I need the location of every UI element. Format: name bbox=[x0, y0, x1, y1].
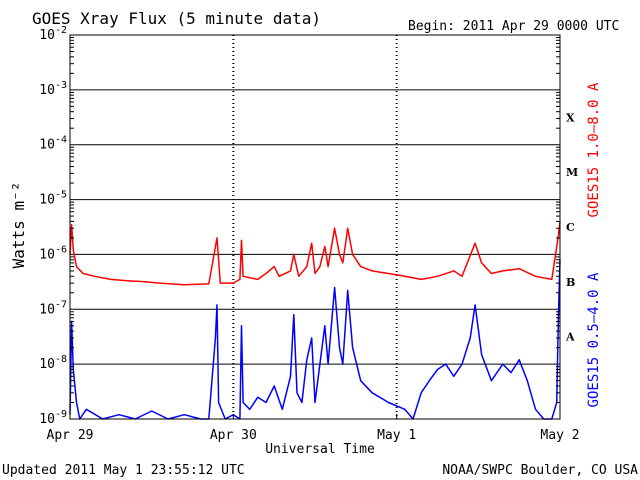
flare-class-label: A bbox=[565, 331, 575, 344]
y-tick-label: 10-7 bbox=[39, 299, 67, 317]
chart-title: GOES Xray Flux (5 minute data) bbox=[32, 9, 321, 28]
series-legend-label: GOES15 0.5–4.0 A bbox=[586, 272, 602, 407]
flare-class-label: X bbox=[566, 111, 575, 124]
y-tick-label: 10-5 bbox=[39, 190, 67, 208]
source-label: NOAA/SWPC Boulder, CO USA bbox=[442, 463, 638, 478]
flare-class-label: M bbox=[566, 166, 578, 179]
x-tick-label: Apr 29 bbox=[47, 428, 94, 443]
x-tick-label: May 2 bbox=[540, 428, 579, 443]
x-tick-label: May 1 bbox=[377, 428, 416, 443]
y-axis-title: Watts m⁻² bbox=[9, 182, 28, 269]
y-tick-label: 10-8 bbox=[39, 354, 67, 372]
y-tick-label: 10-6 bbox=[39, 244, 67, 262]
y-tick-label: 10-9 bbox=[39, 409, 67, 427]
updated-label: Updated 2011 May 1 23:55:12 UTC bbox=[2, 463, 245, 478]
x-tick-label: Apr 30 bbox=[210, 428, 257, 443]
series-long-wavelength bbox=[69, 221, 561, 286]
y-tick-label: 10-4 bbox=[39, 135, 67, 153]
y-tick-label: 10-3 bbox=[39, 80, 67, 98]
series-legend-label: GOES15 1.0–8.0 A bbox=[586, 82, 602, 217]
flare-class-label: C bbox=[566, 221, 575, 234]
plot-frame bbox=[69, 34, 561, 420]
begin-label: Begin: 2011 Apr 29 0000 UTC bbox=[408, 19, 619, 34]
x-axis-title: Universal Time bbox=[265, 442, 375, 457]
flare-class-label: B bbox=[566, 276, 575, 289]
series-short-wavelength bbox=[69, 259, 561, 420]
